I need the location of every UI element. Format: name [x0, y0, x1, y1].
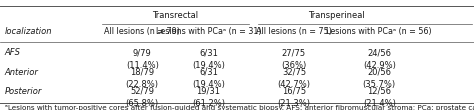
- Text: 32/75: 32/75: [282, 68, 306, 77]
- Text: 6/31: 6/31: [199, 48, 218, 57]
- Text: Lesions with PCaᵃ (n = 31): Lesions with PCaᵃ (n = 31): [156, 27, 261, 36]
- Text: ᵃLesions with tumor-positive cores after fusion-guided and systematic biopsy. AF: ᵃLesions with tumor-positive cores after…: [5, 105, 474, 110]
- Text: 9/79: 9/79: [133, 48, 152, 57]
- Text: 24/56: 24/56: [367, 48, 391, 57]
- Text: 52/79: 52/79: [130, 87, 154, 96]
- Text: Transrectal: Transrectal: [152, 11, 199, 20]
- Text: (21.4%): (21.4%): [363, 99, 396, 108]
- Text: localization: localization: [5, 27, 52, 36]
- Text: (22.8%): (22.8%): [126, 80, 159, 89]
- Text: 6/31: 6/31: [199, 68, 218, 77]
- Text: (11.4%): (11.4%): [126, 61, 159, 70]
- Text: 18/79: 18/79: [130, 68, 154, 77]
- Text: (42.7%): (42.7%): [277, 80, 310, 89]
- Text: 16/75: 16/75: [282, 87, 306, 96]
- Text: All lesions (n = 79): All lesions (n = 79): [104, 27, 180, 36]
- Text: Posterior: Posterior: [5, 87, 42, 96]
- Text: (61.2%): (61.2%): [192, 99, 225, 108]
- Text: 19/31: 19/31: [197, 87, 220, 96]
- Text: (36%): (36%): [281, 61, 307, 70]
- Text: 12/56: 12/56: [367, 87, 391, 96]
- Text: AFS: AFS: [5, 48, 21, 57]
- Text: 20/56: 20/56: [367, 68, 391, 77]
- Text: Lesions with PCaᵃ (n = 56): Lesions with PCaᵃ (n = 56): [327, 27, 432, 36]
- Text: (35.7%): (35.7%): [363, 80, 396, 89]
- Text: (19.4%): (19.4%): [192, 80, 225, 89]
- Text: (42.9%): (42.9%): [363, 61, 396, 70]
- Text: 27/75: 27/75: [282, 48, 306, 57]
- Text: (65.8%): (65.8%): [126, 99, 159, 108]
- Text: Anterior: Anterior: [5, 68, 38, 77]
- Text: (19.4%): (19.4%): [192, 61, 225, 70]
- Text: (21.3%): (21.3%): [277, 99, 310, 108]
- Text: All lesions (n = 75): All lesions (n = 75): [256, 27, 332, 36]
- Text: Transperineal: Transperineal: [308, 11, 365, 20]
